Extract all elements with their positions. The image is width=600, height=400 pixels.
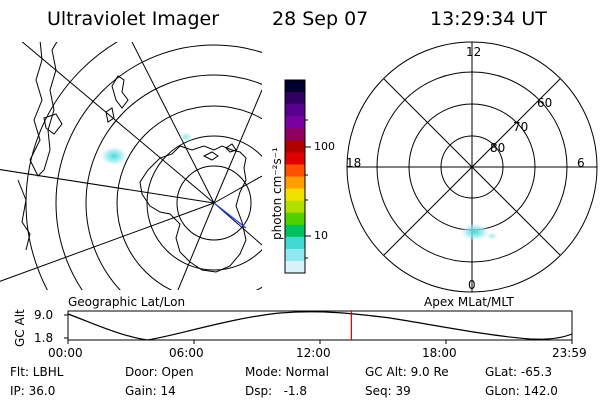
- aurora-patch-polar-small: [486, 232, 498, 240]
- status-gain: Gain: 14: [125, 384, 176, 398]
- polar-lat-60: 60: [537, 96, 553, 110]
- timeline-xtick-1800: 18:00: [422, 346, 457, 360]
- timeline-ytick-9: 9.0: [34, 308, 54, 322]
- polar-hour-12: 12: [466, 45, 482, 59]
- status-seq: Seq: 39: [365, 384, 411, 398]
- polar-plot-title: Apex MLat/MLT: [424, 295, 514, 309]
- colorbar-band: [285, 116, 305, 129]
- colorbar-band: [285, 176, 305, 190]
- colorbar-band: [285, 248, 305, 262]
- colorbar-band: [285, 188, 305, 202]
- altitude-curve: [67, 311, 573, 341]
- aurora-patch-geo-small: [179, 132, 193, 142]
- status-filter: Flt: LBHL: [10, 365, 64, 379]
- polar-lat-70: 70: [513, 120, 529, 134]
- colorbar-band: [285, 236, 305, 250]
- polar-hour-18: 18: [346, 156, 362, 170]
- status-mode: Mode: Normal: [245, 365, 329, 379]
- timeline-xtick-0000: 00:00: [48, 346, 83, 360]
- status-dsp: Dsp: -1.8: [245, 384, 308, 398]
- colorbar-band: [285, 212, 305, 226]
- status-door: Door: Open: [125, 365, 194, 379]
- timeline-axis-label: GC Alt: [13, 309, 27, 347]
- timeline-xtick-0600: 06:00: [169, 346, 204, 360]
- status-glon: GLon: 142.0: [485, 384, 558, 398]
- polar-hour-0: 0: [468, 278, 476, 292]
- colorbar: [285, 80, 305, 274]
- timeline-xtick-1200: 12:00: [296, 346, 331, 360]
- header-time: 13:29:34 UT: [430, 8, 547, 30]
- colorbar-band: [285, 164, 305, 178]
- colorbar-band: [285, 128, 305, 141]
- colorbar-band: [285, 260, 305, 274]
- aurora-patch-polar: [460, 223, 490, 241]
- colorbar-label-100: 100: [314, 140, 335, 153]
- colorbar-band: [285, 92, 305, 105]
- status-gc-alt: GC Alt: 9.0 Re: [365, 365, 449, 379]
- geo-map: [0, 42, 262, 290]
- colorbar-frame: [284, 79, 306, 274]
- status-ip: IP: 36.0: [10, 384, 56, 398]
- instrument-title: Ultraviolet Imager: [47, 8, 220, 30]
- polar-plot: [346, 41, 598, 293]
- colorbar-band: [285, 80, 305, 93]
- aurora-patch-geo: [100, 146, 128, 166]
- colorbar-units: photon cm⁻²s⁻¹: [270, 147, 284, 240]
- status-glat: GLat: -65.3: [485, 365, 552, 379]
- colorbar-band: [285, 104, 305, 117]
- header-date: 28 Sep 07: [272, 8, 369, 30]
- polar-lat-80: 80: [490, 141, 506, 155]
- timeline-xtick-2359: 23:59: [552, 346, 587, 360]
- geo-map-title: Geographic Lat/Lon: [68, 295, 186, 309]
- polar-hour-6: 6: [577, 156, 585, 170]
- colorbar-band: [285, 140, 305, 153]
- sun-direction-line: [213, 202, 247, 229]
- colorbar-band: [285, 200, 305, 214]
- timeline-ytick-1.8: 1.8: [34, 331, 54, 345]
- colorbar-band: [285, 224, 305, 238]
- colorbar-label-10: 10: [314, 229, 328, 242]
- colorbar-band: [285, 152, 305, 166]
- timeline-ticks: [64, 314, 573, 344]
